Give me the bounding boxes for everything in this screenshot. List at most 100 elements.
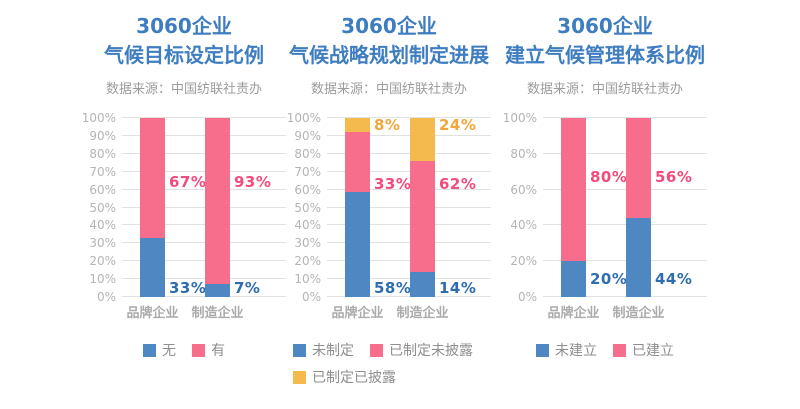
- value-label-无: 33%: [169, 279, 207, 298]
- gridline: [122, 260, 286, 262]
- category-label: 品牌企业: [126, 306, 179, 321]
- value-label-已制定未披露: 33%: [374, 175, 412, 194]
- y-tick-label: 90%: [294, 128, 321, 143]
- y-tick-label: 100%: [502, 111, 537, 125]
- y-tick-label: 100%: [81, 111, 116, 125]
- gridline: [543, 152, 707, 154]
- gridline: [543, 260, 707, 262]
- gridline: [327, 117, 491, 118]
- category-label: 制造企业: [396, 306, 449, 321]
- bar-segment-无: [205, 284, 230, 297]
- gridline: [122, 152, 286, 154]
- bar-品牌企业: [140, 118, 165, 297]
- y-tick-label: 30%: [89, 236, 116, 251]
- legend: 无有: [82, 340, 286, 360]
- x-axis-labels: 品牌企业 制造企业: [503, 302, 707, 321]
- gridline: [327, 224, 491, 226]
- gridline: [122, 170, 286, 172]
- y-tick-label: 0%: [301, 290, 321, 304]
- legend-label: 已制定已披露: [312, 370, 396, 386]
- chart-title: 3060企业 气候目标设定比例: [82, 12, 286, 70]
- legend: 未制定 已制定未披露已制定已披露: [293, 340, 485, 387]
- legend-label: 已制定未披露: [389, 343, 473, 359]
- bar-segment-未制定: [345, 192, 370, 297]
- chart-title-line2: 气候目标设定比例: [104, 43, 264, 67]
- bar-制造企业: [205, 118, 230, 297]
- gridline: [543, 117, 707, 118]
- bar-segment-已建立: [561, 118, 586, 262]
- gridline: [122, 134, 286, 136]
- legend-swatch: [293, 343, 306, 357]
- gridline: [122, 278, 286, 280]
- chart-climate-strategy-progress: 3060企业 气候战略规划制定进展 数据来源：中国纺联社责办 0% 10% 20% 3…: [287, 0, 491, 387]
- y-tick-label: 40%: [294, 218, 321, 233]
- bar-segment-无: [140, 237, 165, 297]
- y-tick-label: 60%: [510, 182, 537, 197]
- plot-area: 33% 67% 7% 93%: [122, 117, 286, 298]
- legend-item-未制定: 未制定: [293, 340, 354, 360]
- legend-label: 未制定: [312, 343, 354, 359]
- chart-source-note: 数据来源：中国纺联社责办: [310, 82, 467, 97]
- plot-wrapper: 0% 10% 20% 30% 40% 50% 60% 70% 80% 90% 100% 33% 67%…: [82, 111, 286, 304]
- bar-segment-未建立: [561, 261, 586, 297]
- gridline: [122, 206, 286, 208]
- y-tick-label: 40%: [89, 218, 116, 233]
- y-tick-label: 80%: [510, 146, 537, 161]
- bar-segment-已制定未披露: [345, 132, 370, 193]
- legend-label: 无: [162, 343, 176, 359]
- gridline: [543, 296, 707, 297]
- bar-segment-已制定已披露: [345, 118, 370, 133]
- y-axis: 0% 10% 20% 30% 40% 50% 60% 70% 80% 90% 100%: [82, 111, 122, 304]
- legend-label: 未建立: [555, 343, 597, 359]
- legend-item-无: 无: [143, 340, 176, 360]
- legend-item-未建立: 未建立: [536, 340, 597, 360]
- chart-source-note: 数据来源：中国纺联社责办: [526, 82, 683, 97]
- x-axis-labels: 品牌企业 制造企业: [287, 302, 491, 321]
- value-label-已建立: 80%: [590, 168, 628, 187]
- value-label-已制定未披露: 62%: [439, 175, 477, 194]
- value-label-已建立: 56%: [655, 168, 693, 187]
- y-tick-label: 100%: [286, 111, 321, 125]
- legend-item-有: 有: [192, 340, 225, 360]
- value-label-有: 93%: [234, 173, 272, 192]
- bar-segment-已制定已披露: [410, 118, 435, 161]
- bar-品牌企业: [561, 118, 586, 297]
- gridline: [122, 296, 286, 297]
- legend: 未建立 已建立: [503, 340, 707, 360]
- bar-segment-已制定未披露: [410, 160, 435, 272]
- legend-swatch: [536, 343, 549, 357]
- chart-title-line1: 3060企业: [136, 14, 232, 38]
- y-tick-label: 70%: [89, 164, 116, 179]
- y-tick-label: 80%: [89, 146, 116, 161]
- chart-climate-target-ratio: 3060企业 气候目标设定比例 数据来源：中国纺联社责办 0% 10% 20% 30%…: [82, 0, 286, 360]
- y-tick-label: 60%: [294, 182, 321, 197]
- chart-title-line2: 建立气候管理体系比例: [505, 43, 705, 67]
- category-label: 品牌企业: [331, 306, 384, 321]
- gridline: [122, 242, 286, 244]
- plot-wrapper: 0% 20% 40% 60% 80% 100% 20% 80% 44% 56%: [503, 111, 707, 304]
- gridline: [543, 188, 707, 190]
- gridline: [327, 152, 491, 154]
- chart-title-line1: 3060企业: [557, 14, 653, 38]
- bar-segment-已建立: [626, 118, 651, 219]
- legend-item-已建立: 已建立: [613, 340, 674, 360]
- y-tick-label: 10%: [294, 272, 321, 287]
- y-tick-label: 10%: [89, 272, 116, 287]
- gridline: [327, 206, 491, 208]
- y-tick-label: 20%: [89, 254, 116, 269]
- y-tick-label: 50%: [294, 200, 321, 215]
- y-tick-label: 0%: [517, 290, 537, 304]
- value-label-有: 67%: [169, 173, 207, 192]
- legend-swatch: [613, 343, 626, 357]
- gridline: [122, 117, 286, 118]
- y-tick-label: 20%: [510, 254, 537, 269]
- bar-制造企业: [626, 118, 651, 297]
- legend-swatch: [293, 370, 306, 384]
- y-tick-label: 40%: [510, 218, 537, 233]
- bar-segment-有: [140, 118, 165, 238]
- category-label: 制造企业: [191, 306, 244, 321]
- category-label: 制造企业: [612, 306, 665, 321]
- value-label-未制定: 14%: [439, 279, 477, 298]
- chart-climate-management-system: 3060企业 建立气候管理体系比例 数据来源：中国纺联社责办 0% 20% 40% 6…: [503, 0, 707, 360]
- bar-segment-未建立: [626, 218, 651, 297]
